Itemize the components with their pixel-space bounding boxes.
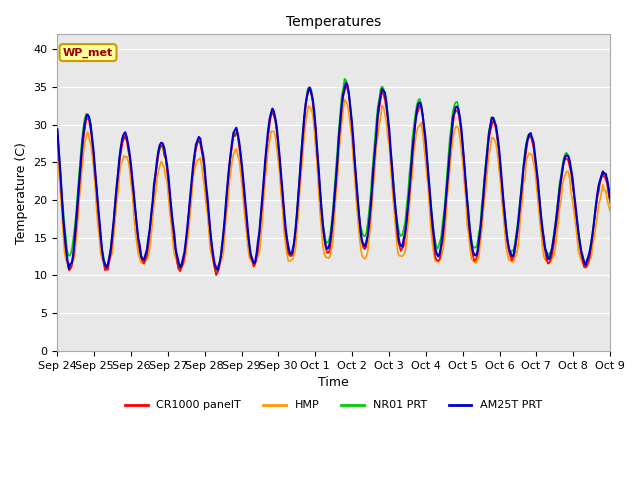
Text: WP_met: WP_met: [63, 48, 113, 58]
Y-axis label: Temperature (C): Temperature (C): [15, 142, 28, 243]
Title: Temperatures: Temperatures: [286, 15, 381, 29]
Legend: CR1000 panelT, HMP, NR01 PRT, AM25T PRT: CR1000 panelT, HMP, NR01 PRT, AM25T PRT: [121, 396, 547, 415]
X-axis label: Time: Time: [318, 376, 349, 389]
